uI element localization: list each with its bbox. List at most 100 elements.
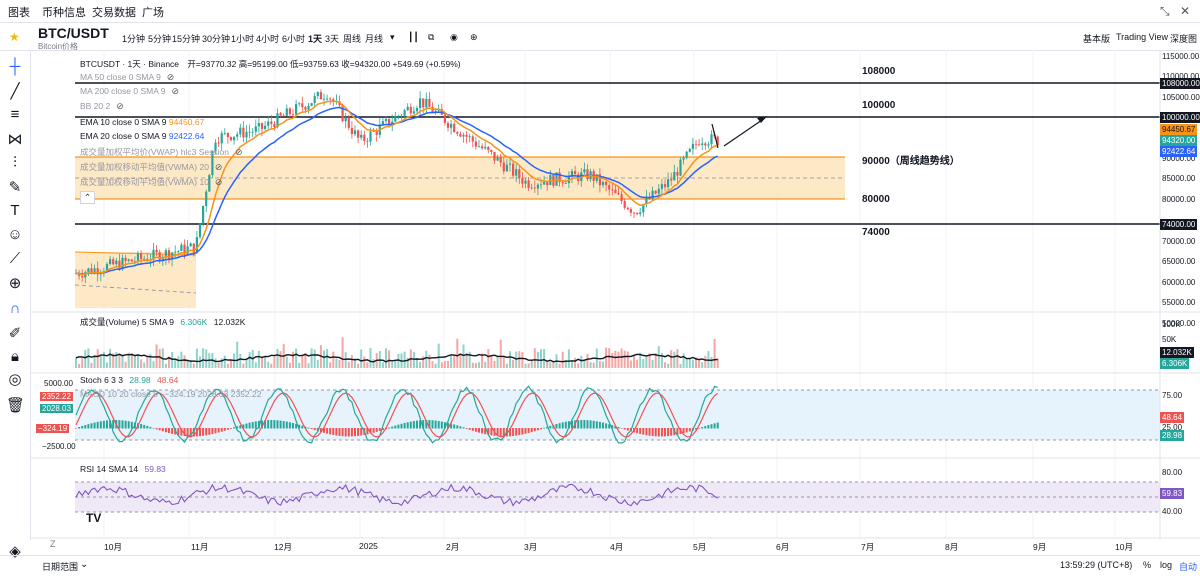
clock-time[interactable]: 13:59:29 (UTC+8) [1060,560,1133,570]
candle-body [564,183,567,184]
volume-bar [459,353,462,368]
favorite-star-icon[interactable]: ★ [9,30,20,44]
legend-vwma20[interactable]: 成交量加权移动平均值(VWMA) 20 ⊘ [80,161,222,173]
candle-body [177,250,180,252]
candle-body [425,98,428,108]
trendline-icon[interactable]: ╱ [10,83,20,100]
top-nav: 图表 币种信息 交易数据 广场 ⤡ ✕ [0,0,1200,23]
candle-body [298,103,301,105]
macd-bar [642,428,645,435]
ruler-icon[interactable]: ⟋ [9,250,21,267]
symbol-name[interactable]: BTC/USDT [38,25,109,41]
macd-bar [168,428,170,434]
nav-trade-data[interactable]: 交易数据 [92,7,136,19]
tf-4h[interactable]: 4小时 [256,34,280,44]
zoom-icon[interactable]: ⊕ [8,275,22,292]
tf-1d[interactable]: 1天 [308,34,323,44]
add-icon[interactable]: ⊕ [470,32,478,42]
eye-hidden-icon[interactable]: ⊘ [116,101,124,111]
tf-1h[interactable]: 1小时 [231,34,255,44]
legend-collapse-button[interactable]: ⌃ [80,191,96,204]
candle-body [350,127,353,135]
candle-body [236,134,239,137]
rsi-legend: RSI 14 SMA 14 59.83 [80,464,166,474]
fib-icon[interactable]: ≡ [10,106,20,123]
emoji-icon[interactable]: ☺ [7,226,23,243]
tf-30m[interactable]: 30分钟 [202,34,231,44]
eye-icon[interactable]: ◎ [8,371,22,388]
magnet-icon[interactable]: ∩ [9,300,21,317]
tf-1m[interactable]: 1分钟 [122,34,146,44]
zoom-z-icon[interactable]: Z [50,539,56,549]
basic-view-tab[interactable]: 基本版 [1083,34,1111,44]
tf-1w[interactable]: 周线 [343,34,362,44]
candle-body [490,149,493,152]
date-range-button[interactable]: 日期范围 [42,562,79,572]
macd-bar [406,422,409,429]
auto-toggle[interactable]: 自动 [1179,562,1198,572]
annotation-80000: 80000 [862,194,890,205]
nav-square[interactable]: 广场 [142,7,164,19]
chart-svg[interactable]: TV [30,50,1200,540]
eye-hidden-icon[interactable]: ⊘ [171,86,180,96]
candle-type-icon[interactable]: ┃┃ [408,32,419,42]
legend-bb[interactable]: BB 20 2 ⊘ [80,101,124,112]
tf-15m[interactable]: 15分钟 [172,34,201,44]
nav-chart[interactable]: 图表 [8,7,30,19]
volume-bar [664,362,666,368]
trash-icon[interactable]: 🗑︎ [6,397,26,414]
depth-tab[interactable]: 深度图 [1170,34,1198,44]
candle-body [304,107,307,110]
indicators-icon[interactable]: ⧉ [428,32,435,42]
rsi-label: RSI 14 SMA 14 [80,464,139,474]
candle-body [570,171,574,177]
tf-6h[interactable]: 6小时 [282,34,306,44]
legend-vwma10[interactable]: 成交量加权移动平均值(VWMA) 10 ⊘ [80,176,222,188]
timeframe-dropdown-icon[interactable]: ▾ [390,32,395,42]
camera-icon[interactable]: ◉ [450,32,458,42]
macd-bar [109,420,112,429]
volume-bar [614,350,617,368]
pattern-icon[interactable]: ⋈ [7,131,23,148]
eye-hidden-icon[interactable]: ⊘ [166,72,175,82]
eye-hidden-icon[interactable]: ⊘ [214,177,223,187]
eye-hidden-icon[interactable]: ⊘ [234,147,243,157]
close-icon[interactable]: ✕ [1180,4,1191,18]
candle-body [198,223,202,238]
volume-bar [102,351,105,368]
legend-ema20[interactable]: EMA 20 close 0 SMA 9 92422.64 [80,131,204,141]
candle-body [539,184,543,186]
tf-1M[interactable]: 月线 [365,34,384,44]
layers-icon[interactable]: ◈ [9,543,21,560]
brush-icon[interactable]: ✎ [8,179,22,196]
legend-ma50[interactable]: MA 50 close 0 SMA 9 ⊘ [80,72,174,83]
tf-3d[interactable]: 3天 [325,34,340,44]
chevron-down-icon[interactable]: ⌄ [80,559,89,570]
eye-hidden-icon[interactable]: ⊘ [214,162,223,172]
legend-vwap[interactable]: 成交量加权平均价(VWAP) hlc3 Session ⊘ [80,146,242,158]
log-toggle[interactable]: log [1160,560,1173,570]
lock-icon[interactable]: 🔒︎ [11,348,19,365]
legend-ma200[interactable]: MA 200 close 0 SMA 9 ⊘ [80,86,179,97]
macd-label-signal: 2352.22 [40,392,73,401]
price-tick: 50000.00 [1162,319,1196,328]
expand-icon[interactable]: ⤡ [1160,4,1170,18]
measure-icon[interactable]: ⫶ [13,154,17,171]
volume-bar [676,349,679,368]
text-icon[interactable]: T [10,202,20,219]
macd-label: MACD 10 20 close 9 [80,389,158,399]
volume-bar [682,353,685,368]
macd-bar [152,427,155,429]
lock-draw-icon[interactable]: ✐ [8,325,22,342]
tradingview-tab[interactable]: Trading View [1116,32,1169,42]
legend-ema10[interactable]: EMA 10 close 0 SMA 9 94450.67 [80,117,204,127]
volume-bar [121,354,124,368]
legend-vwma20-label: 成交量加权移动平均值(VWMA) 20 [80,162,209,172]
crosshair-icon[interactable]: ┼ [9,58,21,75]
nav-coin-info[interactable]: 币种信息 [42,7,86,19]
tf-5m[interactable]: 5分钟 [148,34,172,44]
macd-bar [416,420,418,429]
x-tick: 11月 [191,542,209,552]
volume-bar [598,361,601,368]
percent-toggle[interactable]: % [1143,560,1152,570]
